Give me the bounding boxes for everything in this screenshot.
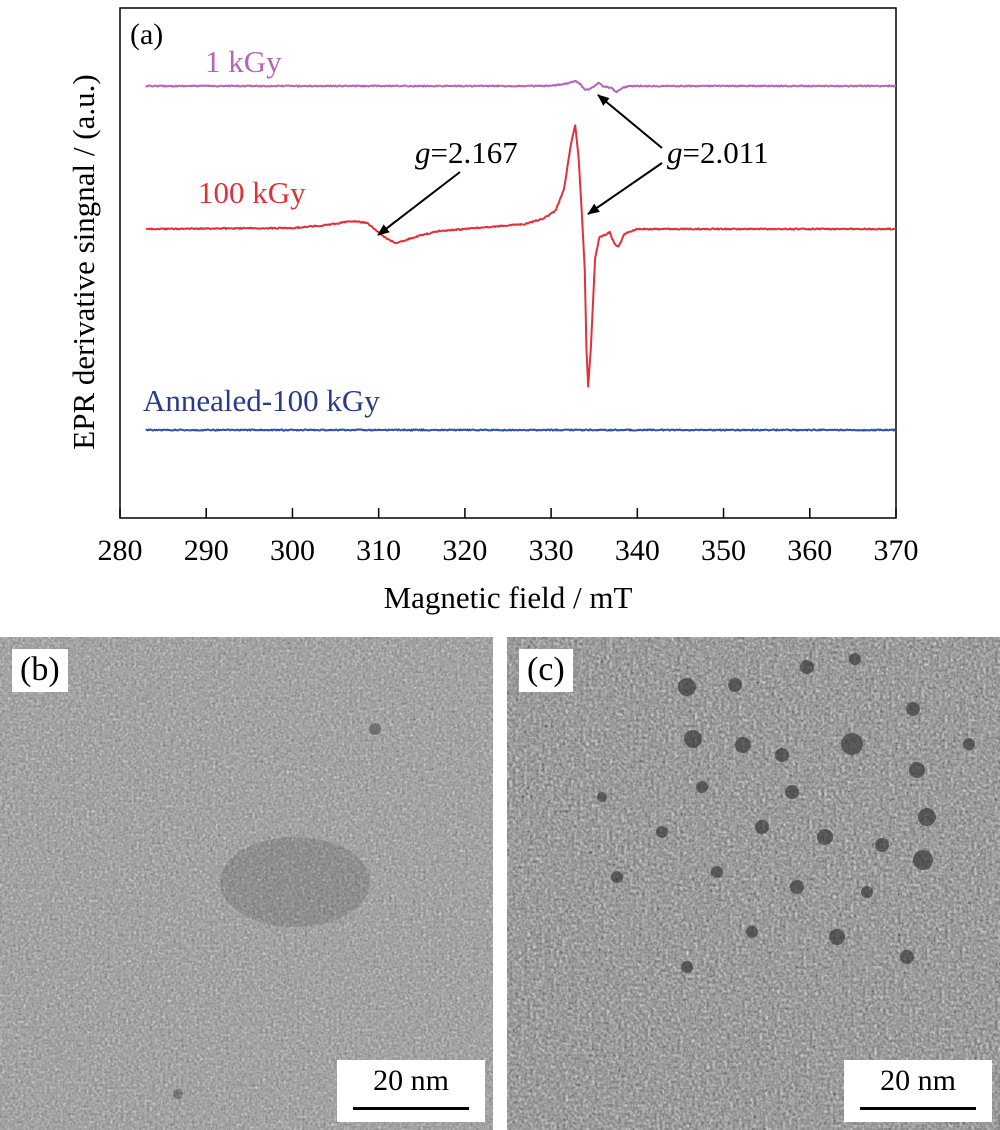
particle <box>900 950 914 964</box>
series-label-1kgy: 1 kGy <box>205 44 282 79</box>
x-tick-label: 370 <box>874 534 919 567</box>
x-tick-label: 360 <box>787 534 832 567</box>
particle <box>841 733 863 755</box>
x-tick-label: 300 <box>270 534 315 567</box>
arrow-g-2011-lower <box>587 162 663 215</box>
particle <box>735 737 751 753</box>
particle <box>913 850 933 870</box>
x-tick-label: 330 <box>529 534 574 567</box>
scale-bar-b: 20 nm <box>337 1060 485 1122</box>
particle <box>656 826 668 838</box>
x-tick-label: 310 <box>356 534 401 567</box>
x-tick-label: 280 <box>98 534 143 567</box>
particle <box>829 929 845 945</box>
particle <box>711 866 723 878</box>
y-axis-title: EPR derivative singnal / (a.u.) <box>66 74 101 449</box>
particle <box>728 678 742 692</box>
particle <box>173 1089 183 1099</box>
particle <box>684 730 702 748</box>
particle <box>746 926 758 938</box>
particle <box>785 785 799 799</box>
particle <box>800 660 814 674</box>
panel-gap <box>493 637 507 1130</box>
scale-bar-label-b: 20 nm <box>373 1064 449 1097</box>
particle <box>678 678 696 696</box>
tem-texture-c <box>507 637 1000 1130</box>
tem-texture-b <box>0 637 493 1130</box>
series-line <box>145 124 897 388</box>
annotation-g-2011: g=2.011 <box>667 135 769 170</box>
series-line <box>145 79 897 94</box>
particle <box>790 880 804 894</box>
particle <box>906 702 920 716</box>
particle <box>861 886 873 898</box>
particle <box>875 838 889 852</box>
annotation-g-2167: g=2.167 <box>415 135 518 170</box>
nanoparticles <box>597 653 975 973</box>
series-label-annealed: Annealed-100 kGy <box>143 383 380 418</box>
particle <box>681 961 693 973</box>
particle <box>817 829 833 845</box>
tem-image-b: (b) 20 nm <box>0 637 493 1130</box>
panel-label-a: (a) <box>130 18 163 51</box>
particle <box>849 653 861 665</box>
x-tick-label: 290 <box>184 534 229 567</box>
particle <box>963 738 975 750</box>
arrow-g-2011-upper <box>597 94 663 149</box>
scale-bar-line-c <box>860 1107 976 1110</box>
x-tick-label: 350 <box>701 534 746 567</box>
particle <box>597 792 607 802</box>
particle <box>775 748 789 762</box>
particle <box>696 781 708 793</box>
series-label-100kgy: 100 kGy <box>198 175 306 210</box>
particle <box>369 723 381 735</box>
x-axis-title: Magnetic field / mT <box>384 580 633 615</box>
scale-bar-line-b <box>353 1107 469 1110</box>
scale-bar-c: 20 nm <box>844 1060 992 1122</box>
x-axis: 280 290 300 310 320 330 340 350 360 370 <box>98 508 919 567</box>
dark-region <box>220 837 370 927</box>
x-tick-label: 340 <box>615 534 660 567</box>
particle <box>918 808 936 826</box>
series-line <box>145 428 897 432</box>
arrow-g-2167 <box>377 171 461 236</box>
plot-frame <box>119 7 897 519</box>
series-group <box>145 79 897 432</box>
particle <box>909 762 925 778</box>
panel-label-b: (b) <box>12 649 68 693</box>
panel-label-c: (c) <box>519 649 573 693</box>
scale-bar-label-c: 20 nm <box>880 1064 956 1097</box>
particle <box>755 820 769 834</box>
particle <box>611 871 623 883</box>
epr-chart: 280 290 300 310 320 330 340 350 360 370 (a) Magne… <box>66 7 919 615</box>
x-tick-label: 320 <box>442 534 487 567</box>
tem-image-c: (c) 20 nm <box>507 637 1000 1130</box>
